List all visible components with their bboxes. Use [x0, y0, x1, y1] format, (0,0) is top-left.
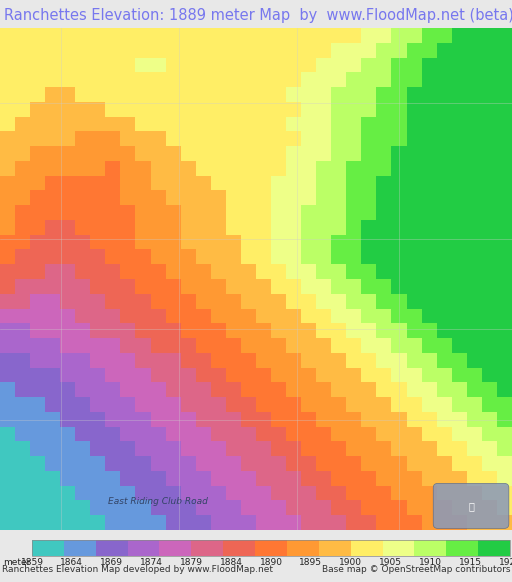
Bar — [96, 540, 127, 556]
Text: Base map © OpenStreetMap contributors: Base map © OpenStreetMap contributors — [322, 566, 510, 574]
Text: 1884: 1884 — [220, 558, 243, 567]
Text: 1864: 1864 — [60, 558, 83, 567]
Text: meter: meter — [3, 558, 30, 567]
Text: East Riding Club Road: East Riding Club Road — [108, 498, 207, 506]
Bar — [127, 540, 159, 556]
Text: 1910: 1910 — [419, 558, 442, 567]
Text: 1895: 1895 — [300, 558, 323, 567]
Text: 1915: 1915 — [459, 558, 482, 567]
Text: 1874: 1874 — [140, 558, 163, 567]
Bar — [351, 540, 382, 556]
Bar — [382, 540, 414, 556]
Text: 1879: 1879 — [180, 558, 203, 567]
Text: 1869: 1869 — [100, 558, 123, 567]
Bar — [414, 540, 446, 556]
Text: Ranchettes Elevation: 1889 meter Map  by  www.FloodMap.net (beta): Ranchettes Elevation: 1889 meter Map by … — [4, 8, 512, 23]
Bar — [446, 540, 478, 556]
Text: 1905: 1905 — [379, 558, 402, 567]
Bar — [223, 540, 255, 556]
Bar — [159, 540, 191, 556]
Bar — [191, 540, 223, 556]
Bar — [32, 540, 510, 556]
Bar — [319, 540, 351, 556]
Text: 1859: 1859 — [20, 558, 44, 567]
Bar — [255, 540, 287, 556]
Text: 1900: 1900 — [339, 558, 362, 567]
Text: 1890: 1890 — [260, 558, 283, 567]
Bar — [287, 540, 319, 556]
Text: 1921: 1921 — [499, 558, 512, 567]
Text: Ⓜ: Ⓜ — [468, 501, 474, 511]
Bar — [32, 540, 64, 556]
Bar — [64, 540, 96, 556]
FancyBboxPatch shape — [433, 484, 509, 528]
Bar — [478, 540, 510, 556]
Text: Ranchettes Elevation Map developed by www.FloodMap.net: Ranchettes Elevation Map developed by ww… — [2, 566, 273, 574]
